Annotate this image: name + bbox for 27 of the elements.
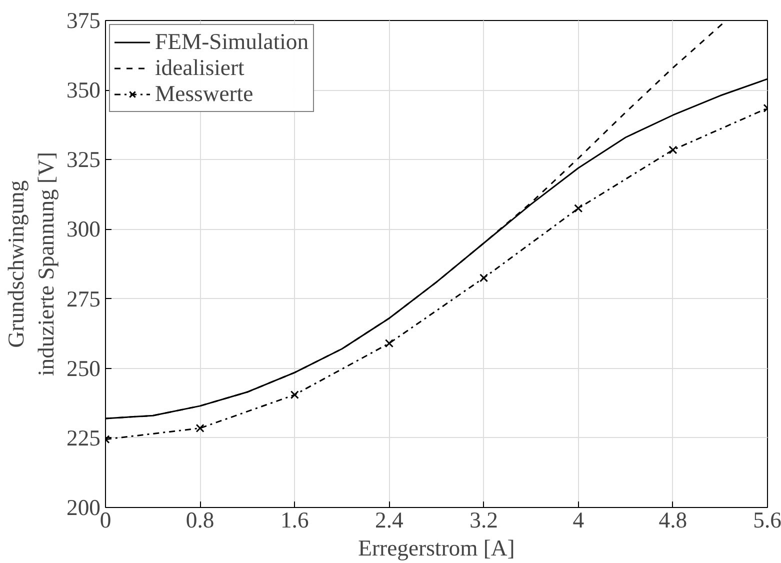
y-tick-label: 200 bbox=[66, 495, 100, 520]
x-tick-label: 0 bbox=[100, 508, 112, 532]
point bbox=[196, 424, 204, 432]
y-tick-label: 325 bbox=[66, 147, 100, 172]
x-tick-label: 0.8 bbox=[186, 508, 214, 532]
x-tick-label: 5.6 bbox=[753, 508, 781, 532]
y-tick-label: 250 bbox=[66, 356, 100, 381]
y-tick-label: 375 bbox=[66, 8, 100, 33]
y-tick-label: 300 bbox=[66, 216, 100, 242]
x-tick-label: 3.2 bbox=[470, 508, 498, 532]
legend-label: idealisiert bbox=[155, 55, 244, 81]
legend-label: FEM-Simulation bbox=[155, 29, 309, 55]
point bbox=[290, 390, 299, 400]
point bbox=[668, 146, 678, 154]
point bbox=[480, 274, 488, 282]
x-tick-label: 4 bbox=[572, 508, 584, 532]
x-tick-label: 1.6 bbox=[280, 508, 309, 532]
point bbox=[574, 204, 583, 213]
x-tick-label: 2.4 bbox=[375, 508, 404, 532]
x-tick-label: 4.8 bbox=[658, 508, 688, 532]
y-tick-label: 275 bbox=[66, 286, 100, 312]
point bbox=[384, 339, 394, 348]
legend-label: Messwerte bbox=[155, 81, 254, 107]
y-axis-title: Grundschwingung induzierte Spannung [V] bbox=[4, 152, 59, 376]
x-axis-title: Erregerstrom [A] bbox=[358, 536, 515, 560]
y-tick-label: 350 bbox=[66, 78, 100, 103]
y-tick-label: 225 bbox=[66, 425, 100, 450]
